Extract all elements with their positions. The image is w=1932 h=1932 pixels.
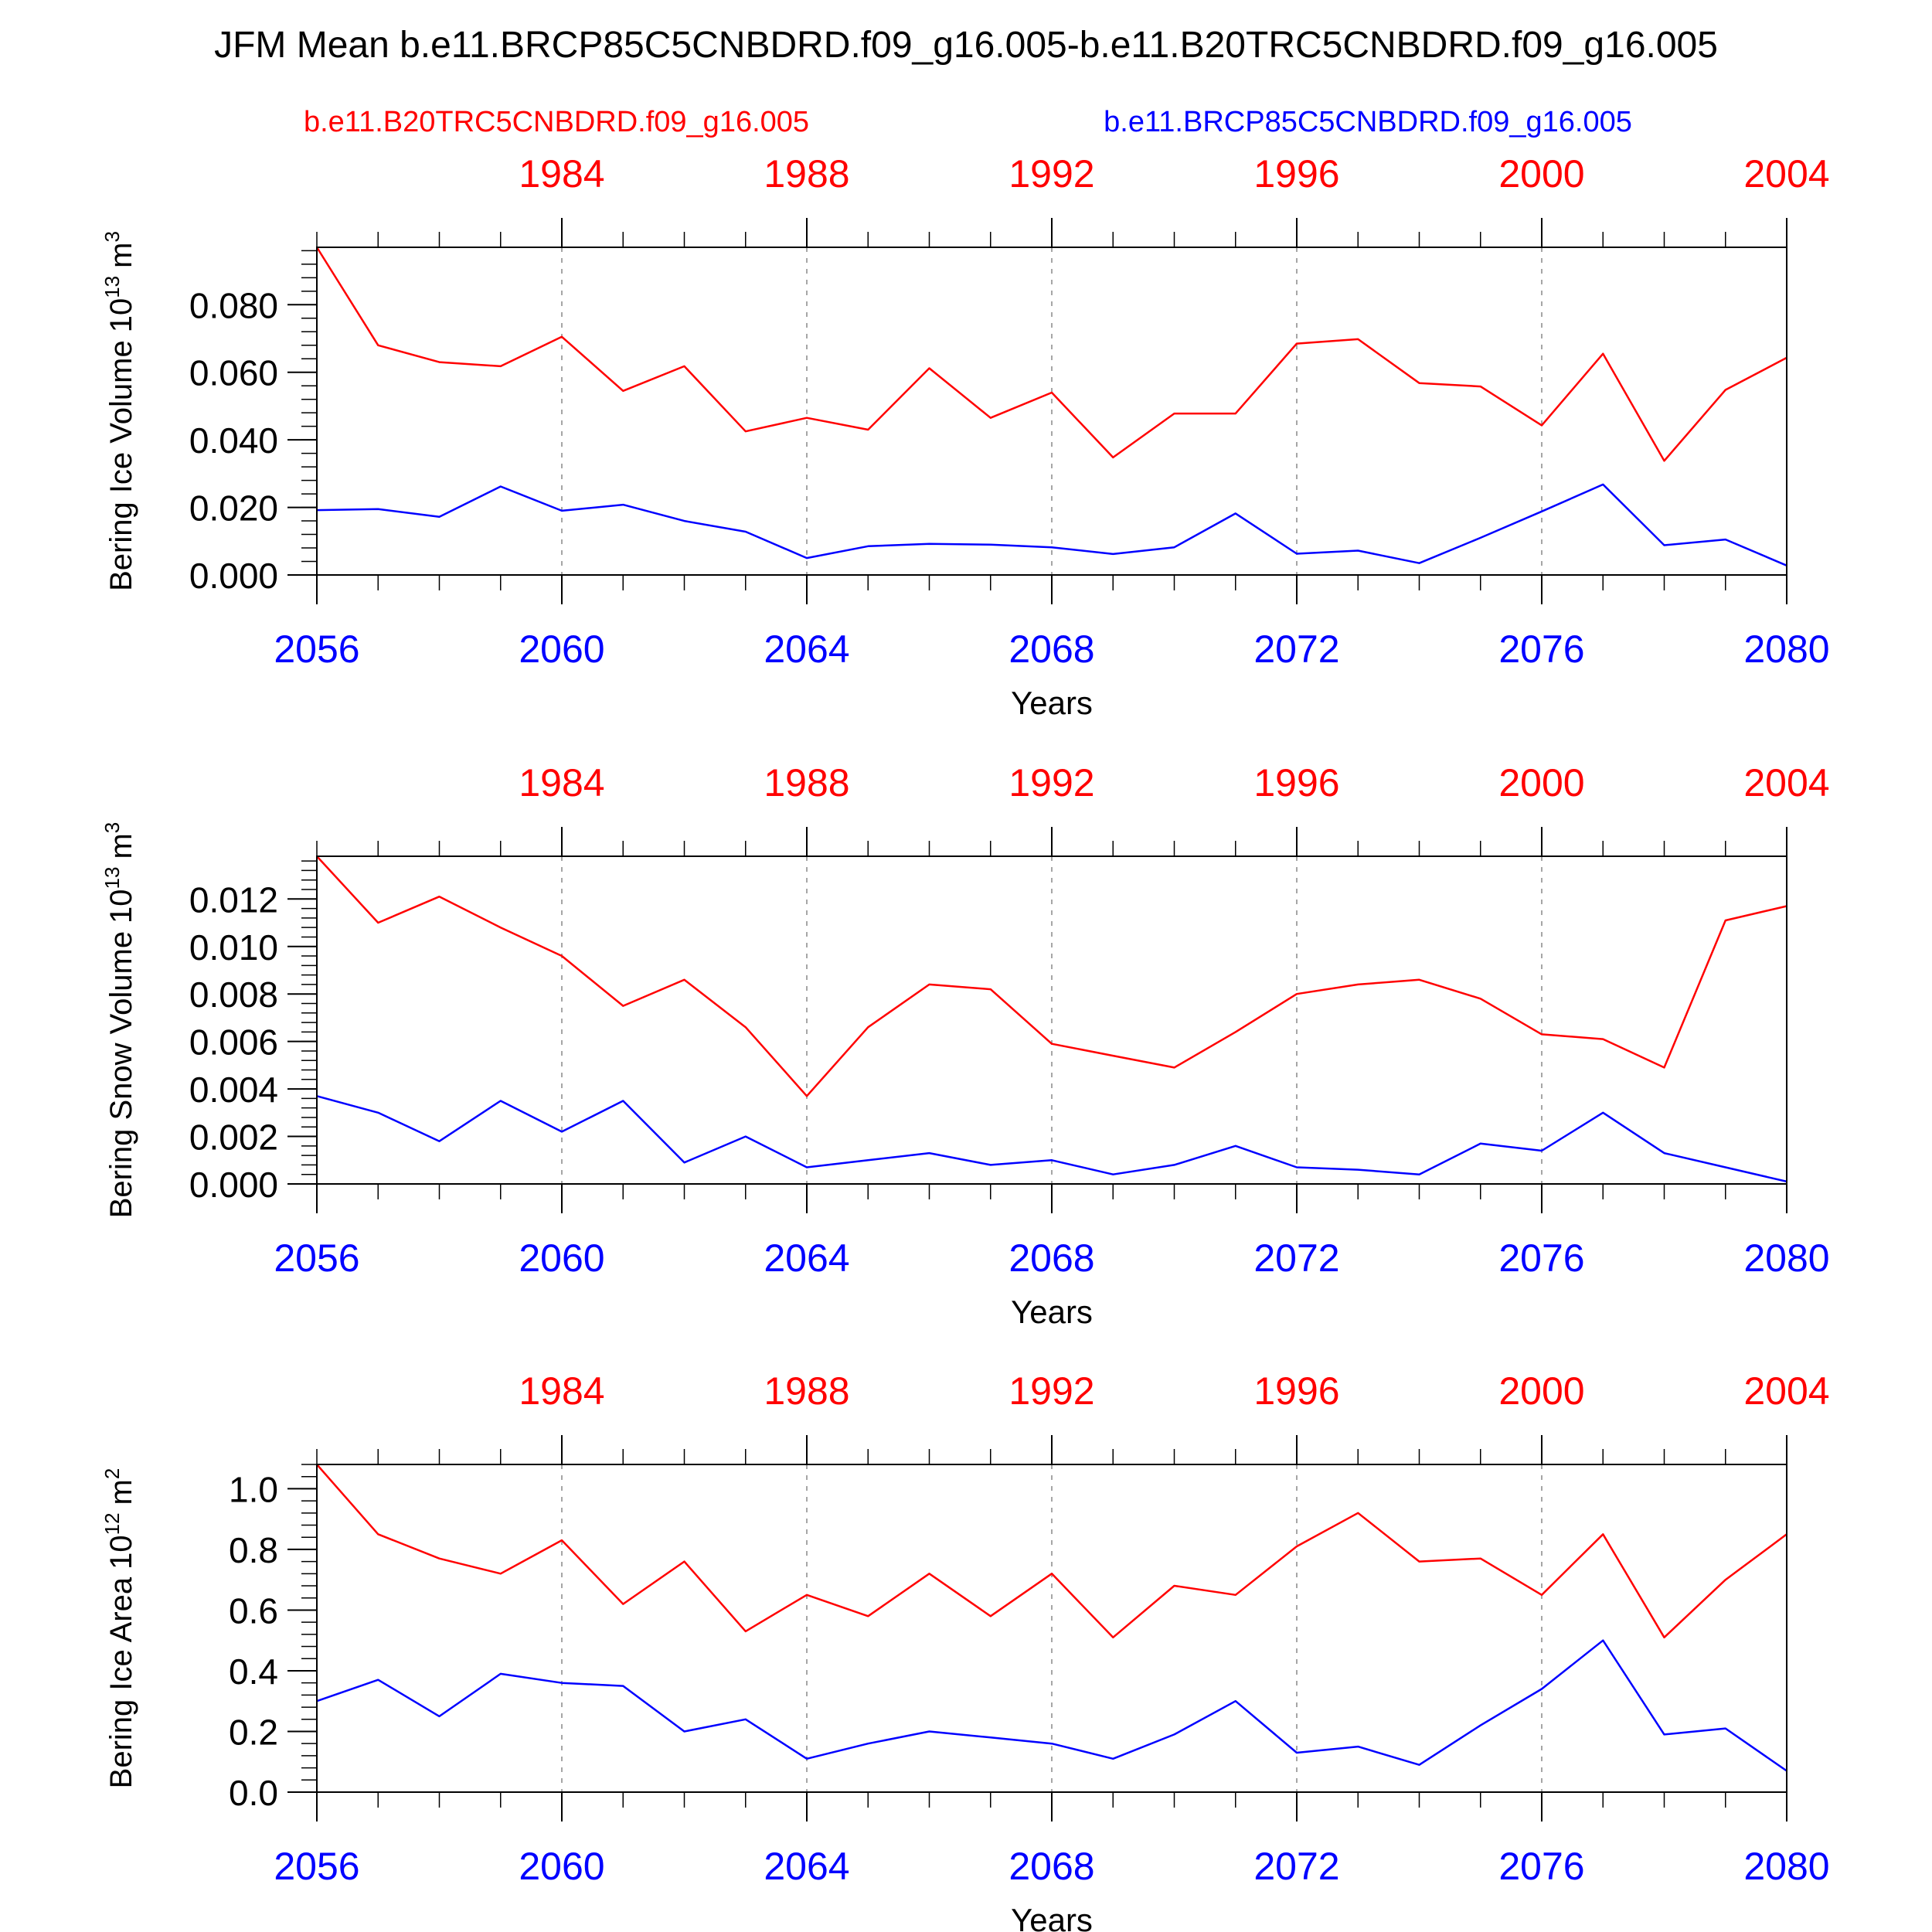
- legend-historical-label: b.e11.B20TRC5CNBDRD.f09_g16.005: [304, 106, 809, 138]
- y-tick-label: 0.006: [189, 1022, 278, 1063]
- x-tick-label-top: 1984: [519, 761, 604, 804]
- x-tick-label-top: 2000: [1498, 1369, 1584, 1413]
- x-tick-label-top: 2004: [1743, 152, 1829, 196]
- x-tick-label-bottom: 2076: [1498, 1236, 1584, 1280]
- x-tick-label-bottom: 2060: [519, 628, 604, 671]
- y-tick-label: 0.080: [189, 285, 278, 325]
- y-tick-label: 0.010: [189, 927, 278, 968]
- y-tick-label: 0.8: [229, 1530, 278, 1570]
- x-tick-label-top: 1996: [1253, 1369, 1339, 1413]
- x-tick-label-bottom: 2080: [1743, 628, 1829, 671]
- y-axis-unit-base: 10: [104, 298, 138, 333]
- y-tick-label: 0.004: [189, 1070, 278, 1110]
- plot-frame: [316, 855, 1787, 1185]
- x-tick-label-top: 1988: [764, 1369, 849, 1413]
- y-axis-unit-exp: 12: [100, 1512, 124, 1535]
- x-tick-label-top: 1996: [1253, 761, 1339, 804]
- x-tick-label-bottom: 2060: [519, 1236, 604, 1280]
- x-tick-label-top: 1984: [519, 1369, 604, 1413]
- chart-panels: 0.000 0.020 0.040 0.060 0.080 2056 2060 2064 206…: [100, 152, 1830, 1932]
- y-axis-name: Bering Ice Area: [104, 1577, 138, 1788]
- x-tick-label-bottom: 2072: [1253, 1236, 1339, 1280]
- y-axis-title: Bering Ice Area 1012 m2: [100, 1468, 138, 1789]
- series-line-historical: [316, 855, 1787, 1097]
- y-axis-unit-exp: 13: [100, 276, 124, 298]
- y-tick-label: 0.000: [189, 556, 278, 596]
- y-tick-label: 0.4: [229, 1651, 278, 1692]
- x-tick-label-bottom: 2072: [1253, 628, 1339, 671]
- chart-panel-2: 0.000 0.002 0.004 0.006 0.008 0.010 0.012 2056 2…: [100, 761, 1830, 1330]
- x-tick-label-top: 1988: [764, 761, 849, 804]
- y-tick-label: 0.012: [189, 879, 278, 920]
- x-tick-label-bottom: 2060: [519, 1845, 604, 1888]
- y-tick-label: 0.6: [229, 1590, 278, 1631]
- series-line-historical: [315, 247, 1787, 462]
- y-axis-unit-exp: 13: [100, 867, 124, 889]
- plot-frame: [316, 247, 1787, 576]
- y-axis-unit-tail-exp: 3: [100, 822, 124, 833]
- series-line-future: [316, 483, 1787, 566]
- x-tick-label-bottom: 2056: [274, 1236, 359, 1280]
- plot-frame: [316, 1464, 1787, 1793]
- x-tick-label-top: 2000: [1498, 761, 1584, 804]
- x-tick-label-top: 1996: [1253, 152, 1339, 196]
- y-axis-unit-base: 10: [104, 1535, 138, 1570]
- y-tick-label: 0.002: [189, 1117, 278, 1158]
- series-line-historical: [316, 1464, 1787, 1639]
- y-axis-unit-tail-exp: 2: [100, 1468, 124, 1479]
- page-title: JFM Mean b.e11.BRCP85C5CNBDRD.f09_g16.00…: [214, 25, 1718, 66]
- x-tick-label-bottom: 2064: [764, 1845, 849, 1888]
- x-tick-label-bottom: 2080: [1743, 1236, 1829, 1280]
- series-line-future: [316, 1095, 1787, 1183]
- chart-panel-1: 0.000 0.020 0.040 0.060 0.080 2056 2060 2064 206…: [100, 152, 1830, 721]
- y-tick-label: 0.060: [189, 353, 278, 393]
- y-axis-name: Bering Snow Volume: [104, 931, 138, 1218]
- x-tick-label-top: 2004: [1743, 1369, 1829, 1413]
- y-tick-label: 1.0: [229, 1469, 278, 1509]
- x-tick-label-bottom: 2056: [274, 1845, 359, 1888]
- x-tick-label-top: 1984: [519, 152, 604, 196]
- y-axis-unit-tail: m: [104, 1479, 138, 1505]
- y-tick-label: 0.2: [229, 1712, 278, 1752]
- y-axis-unit-tail: m: [104, 243, 138, 268]
- y-tick-label: 0.008: [189, 975, 278, 1015]
- x-axis-title: Years: [1011, 685, 1093, 721]
- y-axis-unit-tail: m: [104, 833, 138, 859]
- x-tick-label-top: 2000: [1498, 152, 1584, 196]
- x-tick-label-bottom: 2064: [764, 628, 849, 671]
- series-line-future: [316, 1639, 1787, 1772]
- x-tick-label-bottom: 2064: [764, 1236, 849, 1280]
- y-tick-label: 0.020: [189, 488, 278, 529]
- x-tick-label-bottom: 2072: [1253, 1845, 1339, 1888]
- y-axis-unit-base: 10: [104, 889, 138, 923]
- legend-future-label: b.e11.BRCP85C5CNBDRD.f09_g16.005: [1104, 106, 1632, 138]
- y-tick-label: 0.000: [189, 1165, 278, 1205]
- y-tick-label: 0.0: [229, 1773, 278, 1813]
- x-tick-label-bottom: 2076: [1498, 628, 1584, 671]
- y-axis-title: Bering Ice Volume 1013 m3: [100, 231, 138, 591]
- y-axis-unit-tail-exp: 3: [100, 231, 124, 242]
- y-axis-title: Bering Snow Volume 1013 m3: [100, 822, 138, 1219]
- x-tick-label-top: 1992: [1009, 761, 1094, 804]
- x-tick-label-top: 1988: [764, 152, 849, 196]
- x-axis-title: Years: [1011, 1294, 1093, 1330]
- y-axis-name: Bering Ice Volume: [104, 340, 138, 591]
- x-tick-label-top: 2004: [1743, 761, 1829, 804]
- x-tick-label-bottom: 2056: [274, 628, 359, 671]
- x-tick-label-bottom: 2068: [1009, 1845, 1094, 1888]
- x-tick-label-bottom: 2068: [1009, 628, 1094, 671]
- x-axis-title: Years: [1011, 1902, 1093, 1932]
- x-tick-label-bottom: 2068: [1009, 1236, 1094, 1280]
- x-tick-label-top: 1992: [1009, 152, 1094, 196]
- x-tick-label-bottom: 2076: [1498, 1845, 1584, 1888]
- x-tick-label-bottom: 2080: [1743, 1845, 1829, 1888]
- x-tick-label-top: 1992: [1009, 1369, 1094, 1413]
- chart-panel-3: 0.0 0.2 0.4 0.6 0.8 1.0 2056 2060 2064 2068 2072 20…: [100, 1369, 1830, 1932]
- y-tick-label: 0.040: [189, 420, 278, 461]
